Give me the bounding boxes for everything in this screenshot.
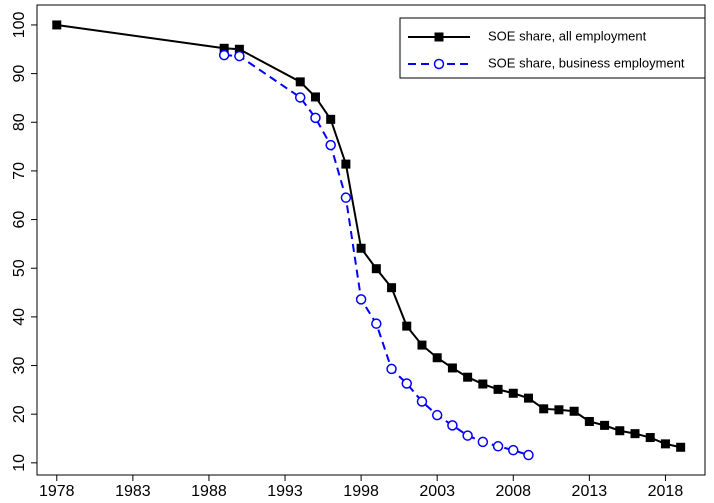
marker <box>584 416 594 426</box>
marker <box>463 372 473 382</box>
marker <box>234 44 244 54</box>
marker <box>294 92 306 103</box>
marker <box>523 393 533 403</box>
marker <box>554 405 564 415</box>
y-tick-label: 60 <box>11 211 28 229</box>
marker <box>325 139 336 151</box>
marker <box>218 49 230 61</box>
marker <box>401 378 413 389</box>
marker <box>432 353 442 363</box>
x-tick-label: 1983 <box>115 483 151 500</box>
marker <box>371 264 381 274</box>
plot-frame <box>36 4 706 476</box>
marker <box>447 363 457 373</box>
x-tick-label: 2013 <box>572 483 608 500</box>
marker <box>660 439 670 449</box>
marker <box>478 379 488 389</box>
x-tick-label: 1988 <box>191 483 227 500</box>
marker <box>52 20 62 30</box>
marker <box>417 340 427 350</box>
marker <box>615 426 625 436</box>
legend-marker <box>433 58 445 70</box>
y-tick-label: 10 <box>11 454 28 472</box>
y-tick-label: 90 <box>11 65 28 83</box>
x-tick-label: 2008 <box>495 483 531 500</box>
y-tick-label: 30 <box>11 357 28 375</box>
y-tick-label: 50 <box>11 259 28 277</box>
marker <box>462 430 473 441</box>
series-line <box>56 23 681 449</box>
marker <box>340 192 352 203</box>
legend-label: SOE share, all employment <box>488 28 647 43</box>
marker <box>523 449 534 461</box>
marker <box>508 444 519 456</box>
marker <box>234 50 245 62</box>
marker <box>219 43 229 53</box>
marker <box>386 363 397 375</box>
marker <box>477 436 489 448</box>
marker <box>310 92 320 102</box>
y-tick-label: 100 <box>11 12 28 39</box>
series <box>218 49 534 461</box>
marker <box>387 283 397 293</box>
series-line <box>224 54 529 457</box>
marker <box>341 159 351 169</box>
marker <box>416 396 428 407</box>
marker <box>431 409 443 421</box>
marker <box>402 321 412 331</box>
marker <box>447 420 458 431</box>
marker <box>493 384 503 394</box>
legend-box <box>399 17 706 79</box>
legend-marker <box>434 32 444 42</box>
y-tick-label: 40 <box>11 308 28 326</box>
x-tick-label: 2003 <box>419 483 455 500</box>
marker <box>508 388 518 398</box>
legend-label: SOE share, business employment <box>488 55 685 70</box>
marker <box>355 294 367 305</box>
marker <box>310 112 321 124</box>
marker <box>356 243 366 253</box>
marker <box>600 420 610 430</box>
legend: SOE share, all employment SOE share, busi… <box>399 17 706 79</box>
y-tick-label: 80 <box>11 113 28 131</box>
marker <box>539 404 549 414</box>
y-tick-label: 20 <box>11 405 28 423</box>
marker <box>326 114 336 124</box>
marker <box>569 406 579 416</box>
x-tick-label: 1998 <box>343 483 379 500</box>
marker <box>645 433 655 443</box>
y-tick-label: 70 <box>11 162 28 180</box>
x-tick-label: 2018 <box>648 483 684 500</box>
series <box>52 20 686 452</box>
x-tick-label: 1978 <box>39 483 75 500</box>
marker <box>676 442 686 452</box>
marker <box>295 77 305 87</box>
x-tick-label: 1993 <box>267 483 303 500</box>
marker <box>630 429 640 439</box>
marker <box>371 318 382 329</box>
marker <box>492 441 504 452</box>
